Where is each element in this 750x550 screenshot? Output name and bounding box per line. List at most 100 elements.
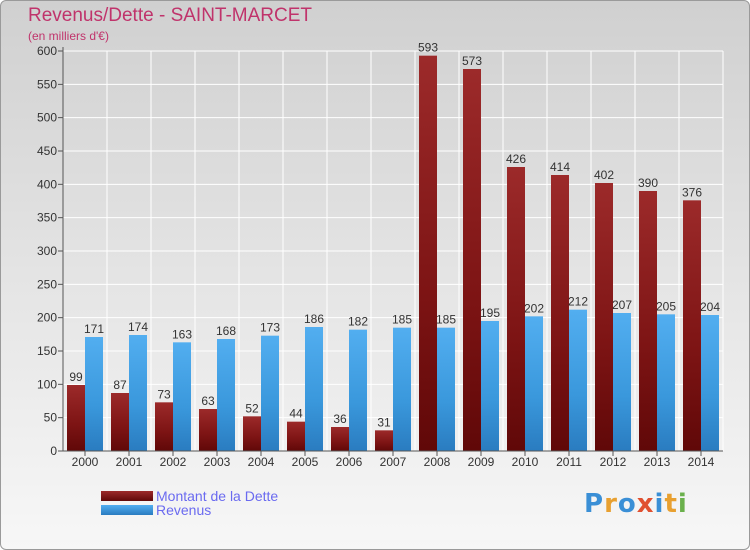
data-label-revenus: 168	[216, 324, 236, 338]
bar-revenus	[129, 335, 147, 451]
bar-dette	[683, 200, 701, 451]
legend-label-revenus: Revenus	[156, 502, 212, 518]
x-tick-label: 2005	[292, 455, 319, 469]
x-tick-label: 2002	[160, 455, 187, 469]
legend-label-dette: Montant de la Dette	[156, 488, 279, 504]
x-tick-label: 2009	[468, 455, 495, 469]
bar-revenus	[393, 327, 411, 451]
bar-revenus	[569, 309, 587, 451]
logo-letter: r	[604, 489, 618, 519]
chart-title: Revenus/Dette - SAINT-MARCET	[28, 5, 313, 26]
x-tick-label: 2014	[688, 455, 715, 469]
data-label-dette: 593	[418, 41, 438, 55]
data-label-revenus: 174	[128, 320, 148, 334]
data-label-dette: 99	[69, 370, 83, 384]
x-tick-label: 2006	[336, 455, 363, 469]
bar-dette	[287, 421, 305, 451]
x-tick-label: 2008	[424, 455, 451, 469]
data-label-revenus: 185	[392, 313, 412, 327]
bar-dette	[243, 416, 261, 451]
y-tick-label: 200	[37, 311, 57, 325]
bar-revenus	[613, 313, 631, 451]
bar-revenus	[437, 327, 455, 451]
data-label-dette: 573	[462, 54, 482, 68]
y-tick-label: 400	[37, 177, 57, 191]
data-label-dette: 376	[682, 185, 702, 199]
bar-dette	[155, 402, 173, 451]
data-label-dette: 36	[333, 412, 347, 426]
logo-letter: t	[664, 489, 678, 519]
x-tick-label: 2012	[600, 455, 627, 469]
x-tick-label: 2013	[644, 455, 671, 469]
bar-dette	[111, 393, 129, 451]
x-tick-label: 2010	[512, 455, 539, 469]
y-tick-label: 150	[37, 344, 57, 358]
legend-item-revenus: Revenus	[101, 501, 211, 519]
bar-dette	[375, 430, 393, 451]
x-tick-label: 2007	[380, 455, 407, 469]
legend-item-dette: Montant de la Dette	[101, 487, 278, 505]
bar-dette	[67, 385, 85, 451]
data-label-dette: 402	[594, 168, 614, 182]
logo-letter: x	[636, 489, 655, 519]
y-tick-label: 100	[37, 377, 57, 391]
data-label-revenus: 204	[700, 300, 720, 314]
bar-dette	[199, 409, 217, 451]
bar-revenus	[173, 342, 191, 451]
y-tick-label: 450	[37, 144, 57, 158]
data-label-revenus: 171	[84, 322, 104, 336]
data-label-revenus: 207	[612, 298, 632, 312]
logo-letter: o	[617, 489, 637, 519]
y-tick-label: 550	[37, 77, 57, 91]
logo-letter: P	[584, 489, 605, 519]
data-label-dette: 52	[245, 401, 259, 415]
data-label-revenus: 195	[480, 306, 500, 320]
legend-swatch-revenus	[101, 505, 153, 515]
bar-revenus	[305, 327, 323, 451]
logo-letter: i	[654, 489, 665, 519]
x-tick-label: 2000	[72, 455, 99, 469]
data-label-revenus: 185	[436, 313, 456, 327]
proxiti-logo: Proxiti	[584, 489, 688, 519]
y-tick-label: 250	[37, 277, 57, 291]
y-tick-label: 0	[50, 444, 57, 458]
bar-revenus	[349, 329, 367, 451]
bar-dette	[507, 167, 525, 451]
bar-revenus	[525, 316, 543, 451]
data-label-dette: 414	[550, 160, 570, 174]
data-label-dette: 87	[113, 378, 127, 392]
data-label-dette: 63	[201, 394, 215, 408]
bar-dette	[551, 175, 569, 451]
logo-letter: i	[677, 489, 688, 519]
data-label-revenus: 212	[568, 295, 588, 309]
data-label-dette: 73	[157, 387, 171, 401]
bar-dette	[463, 69, 481, 451]
data-label-dette: 426	[506, 152, 526, 166]
legend-swatch-dette	[101, 491, 153, 501]
bar-revenus	[481, 321, 499, 451]
y-tick-label: 500	[37, 111, 57, 125]
data-label-revenus: 173	[260, 321, 280, 335]
data-label-dette: 390	[638, 176, 658, 190]
bar-revenus	[261, 335, 279, 451]
x-tick-label: 2001	[116, 455, 143, 469]
data-label-revenus: 202	[524, 301, 544, 315]
x-tick-label: 2003	[204, 455, 231, 469]
y-tick-label: 50	[44, 411, 58, 425]
y-tick-label: 350	[37, 211, 57, 225]
bar-dette	[419, 55, 437, 452]
y-tick-label: 600	[37, 44, 57, 58]
data-label-revenus: 205	[656, 299, 676, 313]
data-label-revenus: 182	[348, 315, 368, 329]
bar-revenus	[85, 337, 103, 451]
x-tick-label: 2011	[556, 455, 582, 469]
bar-revenus	[657, 314, 675, 451]
bar-dette	[331, 427, 349, 451]
x-tick-label: 2004	[248, 455, 275, 469]
data-label-dette: 44	[289, 407, 303, 421]
data-label-revenus: 163	[172, 327, 192, 341]
bar-revenus	[701, 315, 719, 451]
bar-dette	[639, 191, 657, 451]
